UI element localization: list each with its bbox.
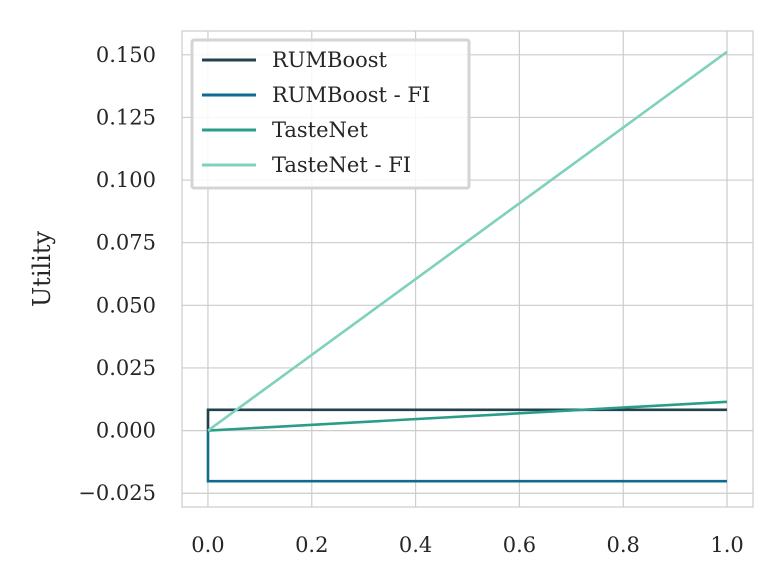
y-tick-label: 0.150 xyxy=(96,43,156,67)
x-tick-label: 0.4 xyxy=(399,533,432,557)
series-layer xyxy=(206,50,728,483)
legend: RUMBoost RUMBoost - FI TasteNet TasteNet - … xyxy=(190,38,471,190)
y-axis-label: Utility xyxy=(28,231,56,308)
x-tick-label: 0.2 xyxy=(295,533,328,557)
legend-label-rumboost: RUMBoost xyxy=(272,48,388,72)
x-tick-labels: 0.0 0.2 0.4 0.6 0.8 1.0 xyxy=(191,533,743,557)
y-tick-label: 0.125 xyxy=(96,105,156,129)
y-tick-label: 0.100 xyxy=(96,168,156,192)
y-tick-label: 0.025 xyxy=(96,356,156,380)
x-tick-label: 1.0 xyxy=(710,533,743,557)
x-tick-label: 0.0 xyxy=(191,533,224,557)
legend-items: RUMBoost RUMBoost - FI TasteNet TasteNet - … xyxy=(202,48,430,177)
legend-label-rumboost-fi: RUMBoost - FI xyxy=(272,83,430,107)
x-tick-label: 0.6 xyxy=(503,533,536,557)
series-line-rumboost-fi xyxy=(206,430,727,483)
y-tick-label: 0.075 xyxy=(96,231,156,255)
series-line-rumboost xyxy=(206,408,727,431)
legend-label-tastenet: TasteNet xyxy=(272,118,368,142)
y-tick-label: 0.000 xyxy=(96,419,156,443)
legend-label-tastenet-fi: TasteNet - FI xyxy=(272,153,411,177)
y-tick-label: 0.050 xyxy=(96,293,156,317)
series-line-tastenet-fi xyxy=(207,50,728,432)
plot-frame xyxy=(181,30,754,508)
series-line-tastenet xyxy=(207,400,728,432)
legend-frame xyxy=(190,38,471,190)
y-tick-labels: −0.025 0.000 0.025 0.050 0.075 0.100 0.125 0.15… xyxy=(78,43,156,505)
y-tick-label: −0.025 xyxy=(78,481,156,505)
x-tick-label: 0.8 xyxy=(607,533,640,557)
